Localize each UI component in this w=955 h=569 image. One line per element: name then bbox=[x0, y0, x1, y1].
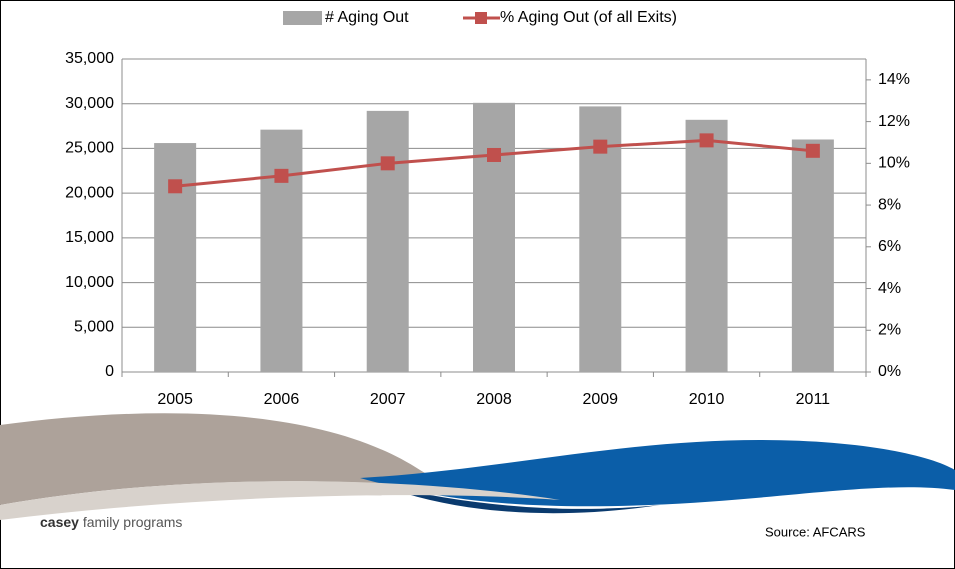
x-tick-label: 2009 bbox=[582, 391, 618, 408]
marker bbox=[805, 143, 820, 158]
y-tick-label: 5,000 bbox=[74, 319, 114, 336]
marker bbox=[168, 179, 183, 194]
legend-label: # Aging Out bbox=[325, 9, 409, 26]
y-tick-label: 15,000 bbox=[65, 229, 114, 246]
brand: casey family programs bbox=[40, 514, 182, 530]
y2-tick-label: 6% bbox=[878, 238, 901, 255]
bar bbox=[685, 119, 728, 372]
legend-label: % Aging Out (of all Exits) bbox=[500, 9, 677, 26]
y2-tick-label: 4% bbox=[878, 280, 901, 297]
swoosh-dark bbox=[380, 485, 660, 514]
swoosh-blue bbox=[360, 440, 955, 507]
y2-tick-label: 2% bbox=[878, 321, 901, 338]
marker bbox=[487, 147, 501, 162]
source: Source: AFCARS bbox=[765, 524, 866, 539]
y2-tick-label: 10% bbox=[878, 155, 910, 172]
y-tick-label: 30,000 bbox=[65, 95, 114, 112]
y-tick-label: 0 bbox=[105, 363, 114, 380]
x-tick-label: 2008 bbox=[476, 391, 512, 408]
brand-rest: family programs bbox=[83, 514, 183, 530]
y2-tick-label: 8% bbox=[878, 196, 901, 213]
y2-tick-label: 0% bbox=[878, 363, 901, 380]
bar bbox=[260, 129, 303, 372]
y-tick-label: 35,000 bbox=[65, 50, 114, 67]
x-tick-label: 2011 bbox=[796, 391, 831, 408]
marker bbox=[699, 133, 714, 148]
marker bbox=[593, 139, 608, 154]
marker bbox=[380, 156, 395, 171]
legend-swatch-marker bbox=[475, 12, 487, 24]
marker bbox=[274, 168, 289, 183]
y2-tick-label: 12% bbox=[878, 113, 910, 130]
legend-swatch bbox=[283, 11, 322, 25]
x-tick-label: 2010 bbox=[689, 391, 725, 408]
bar bbox=[473, 102, 515, 372]
bar bbox=[154, 143, 197, 372]
y-tick-label: 25,000 bbox=[65, 140, 114, 157]
bar bbox=[366, 110, 409, 373]
bar bbox=[791, 139, 834, 372]
y-tick-label: 10,000 bbox=[65, 274, 114, 291]
y2-tick-label: 14% bbox=[878, 71, 910, 88]
brand-bold: casey bbox=[40, 514, 79, 530]
x-tick-label: 2007 bbox=[370, 391, 406, 408]
swoosh-light bbox=[0, 481, 560, 520]
x-tick-label: 2005 bbox=[157, 391, 193, 408]
y-tick-label: 20,000 bbox=[65, 184, 114, 201]
x-tick-label: 2006 bbox=[264, 391, 300, 408]
